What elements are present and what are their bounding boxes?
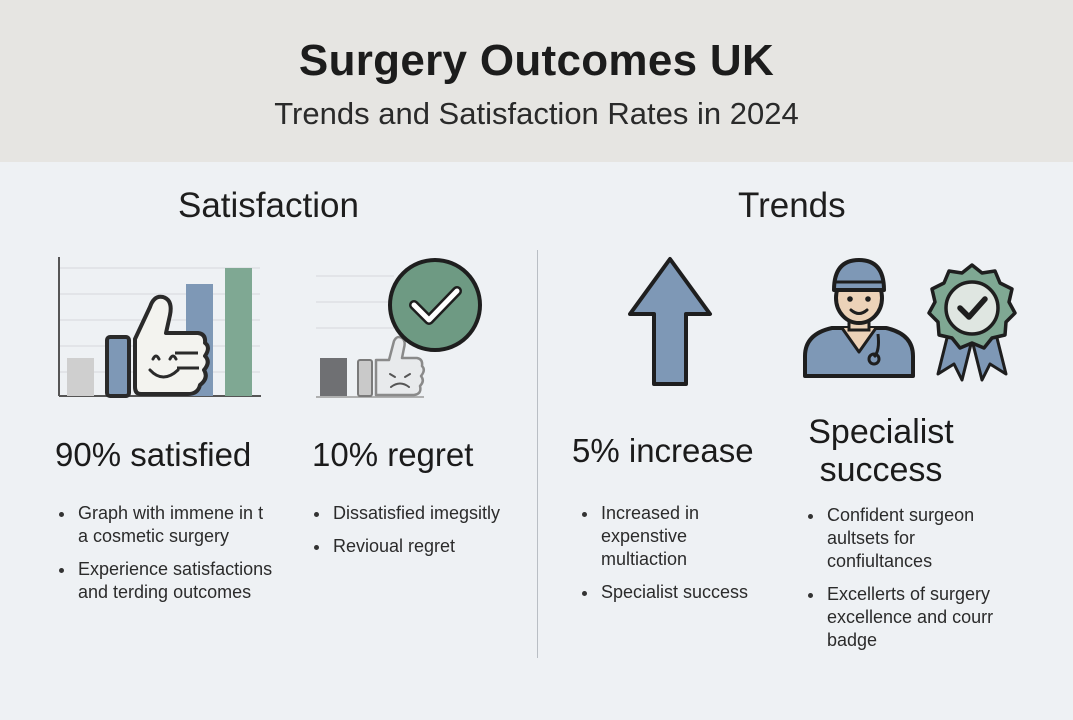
- surgeon-icon: [803, 258, 915, 378]
- satisfied-headline: 90% satisfied: [55, 436, 252, 473]
- increase-bullets: Increased in expenstive multiaction Spec…: [580, 502, 770, 614]
- list-item: Dissatisfied imegsitly: [312, 502, 512, 525]
- list-item: Excellerts of surgery excellence and cou…: [806, 583, 1021, 652]
- header-banner: Surgery Outcomes UK Trends and Satisfact…: [0, 0, 1073, 162]
- specialist-bullets: Confident surgeon aultsets for confiulta…: [806, 504, 1021, 662]
- list-item: Graph with immene in t a cosmetic surger…: [57, 502, 277, 548]
- specialist-headline-line2: success: [819, 451, 943, 489]
- list-item: Increased in expenstive multiaction: [580, 502, 770, 571]
- check-circle-thumbs-down-icon: [316, 258, 482, 398]
- section-divider: [537, 250, 538, 658]
- bar-chart-thumbs-up-icon: [58, 257, 261, 398]
- page-title: Surgery Outcomes UK: [298, 36, 775, 85]
- list-item: Confident surgeon aultsets for confiulta…: [806, 504, 1021, 573]
- section-title-trends: Trends: [738, 186, 846, 225]
- page-subtitle: Trends and Satisfaction Rates in 2024: [274, 96, 799, 131]
- list-item: Specialist success: [580, 581, 770, 604]
- satisfied-bullets: Graph with immene in t a cosmetic surger…: [57, 502, 277, 614]
- specialist-headline-line1: Specialist: [808, 413, 954, 451]
- section-title-satisfaction: Satisfaction: [178, 186, 359, 225]
- increase-headline: 5% increase: [572, 432, 754, 469]
- regret-headline: 10% regret: [312, 436, 474, 473]
- list-item: Revioual regret: [312, 535, 512, 558]
- regret-bullets: Dissatisfied imegsitly Revioual regret: [312, 502, 512, 568]
- list-item: Experience satisfactions and terding out…: [57, 558, 277, 604]
- up-arrow-icon: [628, 257, 712, 386]
- award-badge-icon: [927, 263, 1017, 382]
- specialist-headline: Specialist success: [800, 413, 962, 489]
